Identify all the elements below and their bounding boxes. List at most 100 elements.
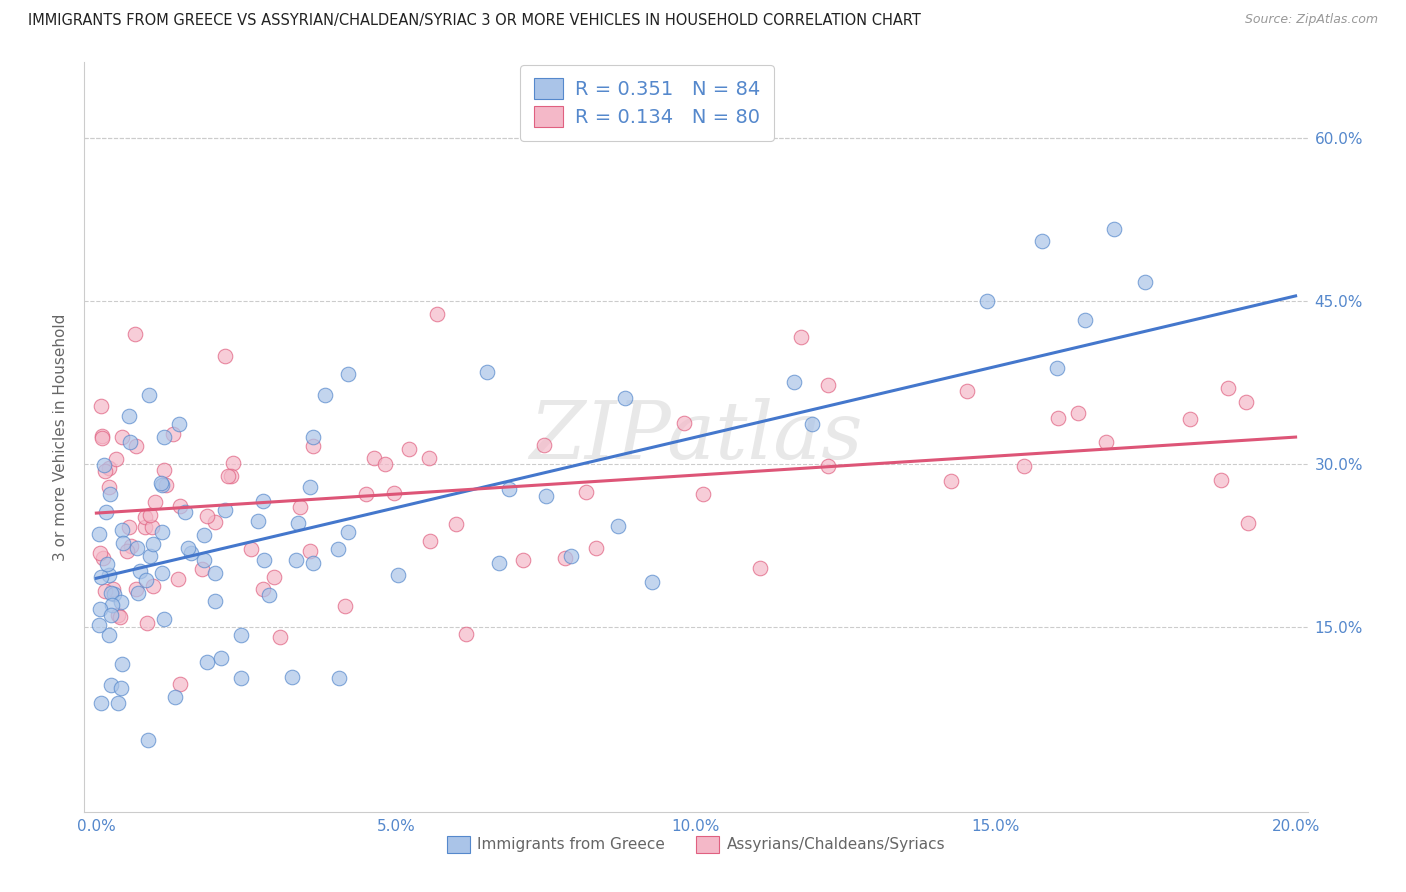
Point [190, 562, 212, 576]
Point [298, 544, 321, 558]
Point [302, 556, 325, 570]
Point [1237, 516, 1260, 531]
Point [100, 678, 122, 692]
Point [299, 480, 322, 494]
Text: Source: ZipAtlas.com: Source: ZipAtlas.com [1244, 13, 1378, 27]
Point [142, 579, 165, 593]
Point [374, 458, 396, 472]
Point [142, 537, 165, 551]
Point [204, 593, 226, 607]
Point [454, 626, 477, 640]
Point [1178, 411, 1201, 425]
Point [692, 487, 714, 501]
Point [117, 543, 139, 558]
Point [672, 416, 695, 430]
Point [281, 670, 304, 684]
Point [257, 588, 280, 602]
Point [1234, 395, 1257, 409]
Point [419, 533, 441, 548]
Point [1218, 381, 1240, 395]
Point [197, 508, 219, 523]
Point [110, 681, 132, 696]
Point [1095, 435, 1118, 450]
Point [103, 587, 125, 601]
Point [363, 450, 385, 465]
Point [239, 541, 262, 556]
Point [314, 388, 336, 402]
Point [98, 461, 121, 475]
Point [150, 566, 173, 580]
Point [110, 595, 132, 609]
Text: ZIPatlas: ZIPatlas [529, 399, 863, 475]
Point [110, 609, 132, 624]
Point [153, 430, 176, 444]
Legend: Immigrants from Greece, Assyrians/Chaldeans/Syriacs: Immigrants from Greece, Assyrians/Chalde… [439, 829, 953, 860]
Point [153, 462, 176, 476]
Point [107, 608, 129, 623]
Point [169, 676, 191, 690]
Point [1046, 410, 1069, 425]
Point [138, 388, 160, 402]
Point [337, 524, 360, 539]
Point [100, 607, 122, 622]
Point [125, 439, 148, 453]
Point [801, 417, 824, 432]
Point [97, 628, 120, 642]
Point [111, 657, 134, 671]
Point [90, 431, 112, 445]
Point [135, 615, 157, 630]
Point [100, 586, 122, 600]
Point [93, 458, 115, 473]
Point [111, 523, 134, 537]
Point [790, 330, 813, 344]
Y-axis label: 3 or more Vehicles in Household: 3 or more Vehicles in Household [53, 313, 69, 561]
Point [139, 508, 162, 523]
Point [575, 484, 598, 499]
Point [107, 696, 129, 710]
Point [94, 583, 117, 598]
Point [783, 376, 806, 390]
Point [326, 542, 349, 557]
Point [976, 293, 998, 308]
Point [287, 516, 309, 530]
Point [204, 566, 226, 580]
Point [89, 602, 111, 616]
Point [149, 476, 172, 491]
Point [217, 469, 239, 483]
Point [139, 549, 162, 564]
Point [398, 442, 420, 456]
Point [96, 557, 118, 571]
Point [204, 515, 226, 529]
Point [641, 575, 664, 590]
Point [290, 500, 312, 514]
Point [152, 612, 174, 626]
Point [152, 478, 174, 492]
Point [193, 528, 215, 542]
Point [817, 458, 839, 473]
Point [118, 409, 141, 424]
Point [488, 556, 510, 570]
Point [174, 505, 197, 519]
Point [143, 495, 166, 509]
Point [613, 391, 636, 405]
Point [418, 450, 440, 465]
Point [162, 427, 184, 442]
Point [219, 469, 242, 483]
Point [127, 586, 149, 600]
Point [91, 429, 114, 443]
Point [749, 561, 772, 575]
Point [214, 502, 236, 516]
Point [336, 367, 359, 381]
Point [163, 690, 186, 704]
Point [817, 377, 839, 392]
Point [252, 494, 274, 508]
Point [101, 582, 124, 596]
Point [141, 520, 163, 534]
Point [134, 520, 156, 534]
Point [124, 582, 146, 596]
Point [1135, 275, 1157, 289]
Point [585, 541, 607, 555]
Point [1066, 406, 1088, 420]
Point [222, 456, 245, 470]
Point [94, 505, 117, 519]
